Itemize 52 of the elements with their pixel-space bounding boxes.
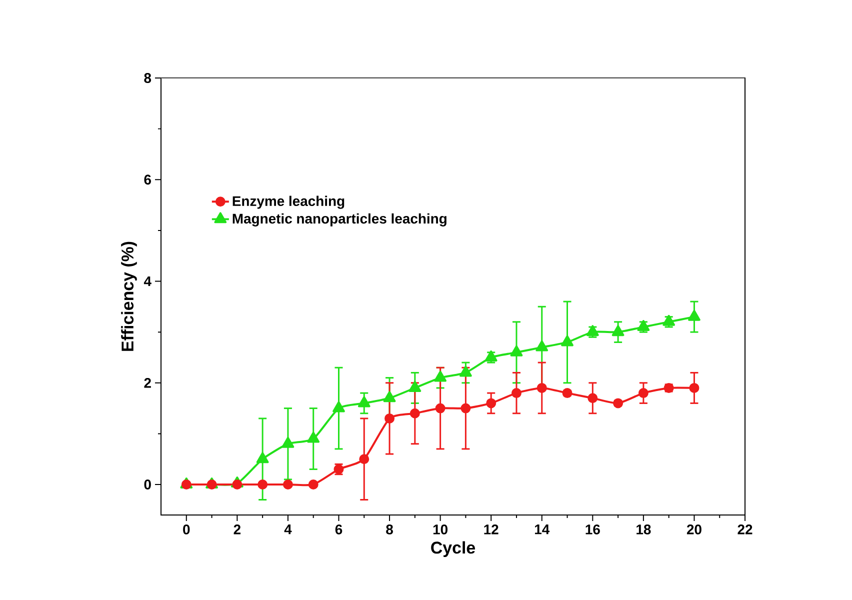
- point: [613, 398, 624, 408]
- point: [308, 480, 318, 490]
- point: [408, 380, 422, 392]
- point: [588, 393, 598, 404]
- point: [410, 408, 420, 418]
- point: [562, 388, 572, 398]
- x-tick-label: 12: [484, 524, 498, 534]
- point: [460, 366, 472, 377]
- x-axis-title: Cycle: [431, 541, 476, 558]
- point: [638, 388, 648, 398]
- point: [282, 436, 294, 448]
- point: [510, 345, 523, 356]
- point: [689, 382, 700, 393]
- point: [282, 480, 293, 490]
- x-tick-label: 0: [183, 524, 190, 534]
- y-tick-label: 0: [144, 480, 151, 490]
- point: [258, 480, 268, 490]
- point: [256, 452, 269, 464]
- point: [511, 388, 522, 398]
- x-tick-label: 4: [284, 524, 292, 534]
- point: [536, 340, 548, 352]
- point: [232, 480, 242, 490]
- point: [688, 310, 700, 321]
- point: [486, 398, 496, 408]
- point: [434, 370, 447, 382]
- point: [359, 454, 370, 464]
- point: [435, 403, 446, 414]
- legend-label: Magnetic nanoparticles leaching: [232, 213, 446, 226]
- y-tick-label: 4: [144, 276, 152, 286]
- x-tick-label: 6: [335, 524, 342, 534]
- y-tick-label: 2: [144, 378, 151, 388]
- y-tick-label: 8: [144, 73, 152, 83]
- x-tick-label: 20: [686, 524, 702, 534]
- point: [536, 382, 547, 393]
- point: [358, 396, 370, 408]
- x-tick-label: 10: [433, 524, 448, 534]
- x-tick-label: 18: [636, 524, 651, 534]
- y-axis-title: Efficiency (%): [121, 242, 137, 351]
- x-tick-label: 22: [738, 524, 752, 534]
- x-tick-label: 16: [586, 524, 600, 534]
- point: [561, 335, 574, 346]
- point: [332, 401, 345, 412]
- x-tick-label: 8: [386, 524, 393, 534]
- legend-label: Enzyme leaching: [232, 196, 344, 209]
- point: [460, 403, 471, 414]
- point: [384, 413, 395, 424]
- point: [383, 391, 396, 402]
- y-tick-label: 6: [144, 174, 151, 185]
- x-tick-label: 14: [534, 524, 550, 534]
- x-tick-label: 2: [234, 524, 240, 534]
- point: [307, 432, 320, 443]
- point: [612, 325, 624, 336]
